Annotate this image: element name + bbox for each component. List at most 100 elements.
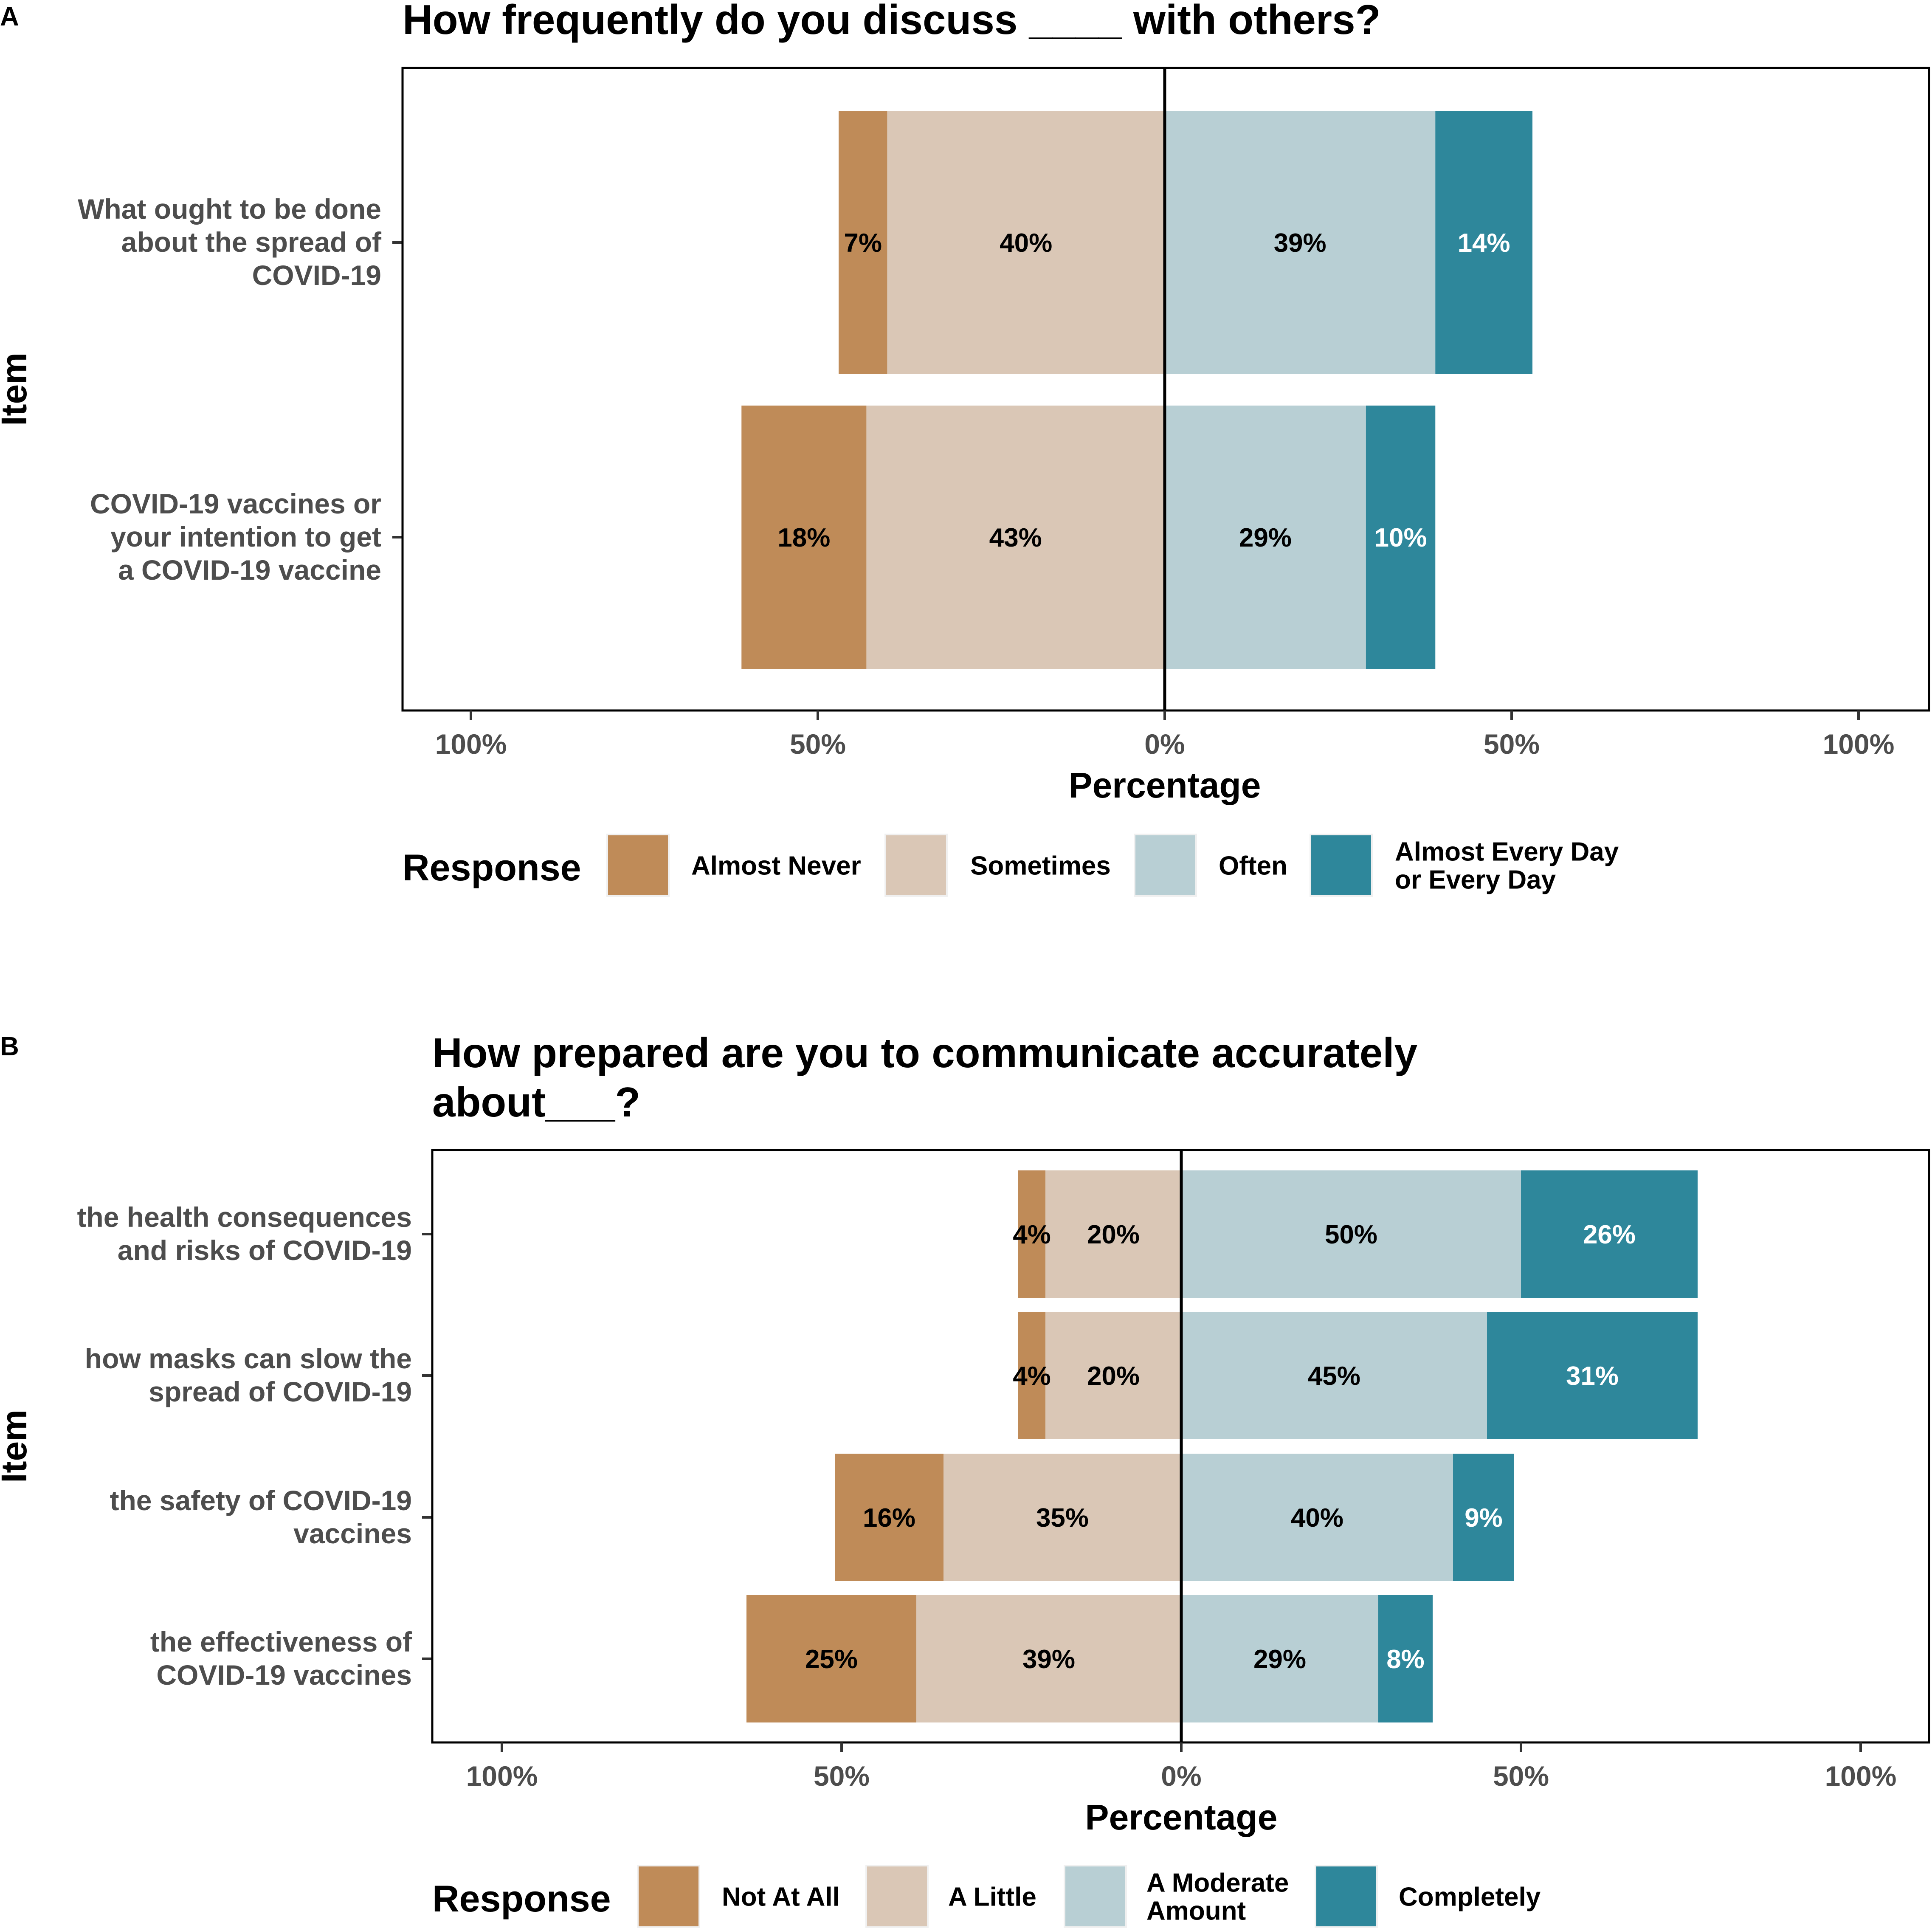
bar-segment bbox=[1181, 1454, 1453, 1581]
legend-swatch bbox=[1134, 834, 1197, 897]
data-label: 25% bbox=[805, 1645, 858, 1674]
data-label: 26% bbox=[1583, 1220, 1636, 1249]
y-axis-title: Item bbox=[0, 1409, 34, 1483]
legend-swatch bbox=[865, 1865, 929, 1928]
bar-segment bbox=[1018, 1170, 1045, 1298]
data-label: 31% bbox=[1566, 1362, 1619, 1391]
bar-segment bbox=[835, 1454, 943, 1581]
data-label: 43% bbox=[989, 523, 1042, 553]
legend-label: Amount bbox=[1146, 1897, 1246, 1926]
bar-row: 35% 16% 40% 9% the safety of COVID-19vaccine… bbox=[110, 1454, 1514, 1581]
legend-label: Sometimes bbox=[970, 851, 1111, 881]
legend-title: Response bbox=[403, 846, 581, 888]
item-label: the health consequences bbox=[77, 1201, 412, 1233]
bar-segment bbox=[943, 1454, 1181, 1581]
bar-segment bbox=[1366, 406, 1436, 669]
data-label: 40% bbox=[1291, 1503, 1343, 1533]
legend-swatch bbox=[1310, 834, 1373, 897]
x-tick-label: 100% bbox=[1825, 1760, 1897, 1792]
bar-row: 39% 25% 29% 8% the effectiveness ofCOVID-19 … bbox=[150, 1595, 1433, 1722]
y-axis-title: Item bbox=[0, 352, 34, 426]
data-label: 20% bbox=[1087, 1362, 1140, 1391]
x-tick-label: 50% bbox=[1484, 728, 1540, 760]
bar-segment bbox=[1181, 1595, 1378, 1722]
data-label: 35% bbox=[1036, 1503, 1089, 1533]
bar-segment bbox=[916, 1595, 1181, 1722]
item-label: COVID-19 bbox=[252, 259, 381, 291]
bar-segment bbox=[887, 111, 1165, 374]
x-tick-label: 50% bbox=[814, 1760, 870, 1792]
chart-title: How frequently do you discuss ____ with … bbox=[403, 0, 1380, 43]
data-label: 10% bbox=[1374, 523, 1427, 553]
legend: Response Almost Never Sometimes Often Almost… bbox=[403, 834, 1619, 897]
data-label: 40% bbox=[1000, 228, 1052, 258]
bar-segment bbox=[1181, 1312, 1487, 1439]
legend-swatch bbox=[1315, 1865, 1378, 1928]
bar-segment bbox=[1453, 1454, 1514, 1581]
x-tick-label: 0% bbox=[1144, 728, 1185, 760]
item-label: vaccines bbox=[293, 1518, 412, 1549]
data-label: 39% bbox=[1274, 228, 1326, 258]
data-label: 18% bbox=[777, 523, 830, 553]
item-label: how masks can slow the bbox=[85, 1343, 412, 1374]
bar-segment bbox=[1018, 1312, 1045, 1439]
legend-label: or Every Day bbox=[1395, 865, 1556, 895]
legend-label: Often bbox=[1219, 851, 1287, 881]
item-label: What ought to be done bbox=[78, 193, 381, 225]
data-label: 4% bbox=[1013, 1362, 1051, 1391]
legend-label: Completely bbox=[1399, 1883, 1541, 1912]
x-tick-label: 100% bbox=[1823, 728, 1895, 760]
item-label: COVID-19 vaccines or bbox=[90, 488, 381, 519]
legend-label: Almost Never bbox=[691, 851, 861, 881]
data-label: 9% bbox=[1464, 1503, 1503, 1533]
data-label: 14% bbox=[1458, 228, 1510, 258]
item-label: COVID-19 vaccines bbox=[156, 1659, 412, 1691]
legend-label: A Moderate bbox=[1146, 1869, 1289, 1898]
chart-panel-b: B How prepared are you to communicate acc… bbox=[0, 1029, 1930, 1928]
bar-segment bbox=[839, 111, 887, 374]
legend: Response Not At All A Little A ModerateAmou… bbox=[432, 1865, 1541, 1928]
data-label: 7% bbox=[844, 228, 882, 258]
data-label: 8% bbox=[1386, 1645, 1425, 1674]
bar-segment bbox=[1435, 111, 1533, 374]
bar-segment bbox=[746, 1595, 916, 1722]
bar-segment bbox=[1165, 111, 1436, 374]
x-axis-title: Percentage bbox=[1069, 765, 1261, 805]
item-label: the safety of COVID-19 bbox=[110, 1485, 412, 1516]
chart-title: How prepared are you to communicate accu… bbox=[432, 1029, 1417, 1076]
legend-swatch bbox=[884, 834, 948, 897]
data-label: 50% bbox=[1325, 1220, 1377, 1249]
chart-title: about___? bbox=[432, 1079, 640, 1125]
data-label: 29% bbox=[1253, 1645, 1306, 1674]
legend-label: Almost Every Day bbox=[1395, 837, 1619, 867]
chart-panel-a: A How frequently do you discuss ____ with… bbox=[0, 0, 1930, 897]
panel-tag: B bbox=[0, 1032, 19, 1061]
bar-segment bbox=[1378, 1595, 1433, 1722]
data-label: 20% bbox=[1087, 1220, 1140, 1249]
x-tick-label: 50% bbox=[790, 728, 846, 760]
item-label: a COVID-19 vaccine bbox=[118, 554, 381, 586]
data-label: 45% bbox=[1308, 1362, 1360, 1391]
bar-row: 20% 4% 45% 31% how masks can slow thespread … bbox=[85, 1312, 1698, 1439]
data-label: 4% bbox=[1013, 1220, 1051, 1249]
item-label: about the spread of bbox=[121, 226, 382, 258]
bar-segment bbox=[1181, 1170, 1521, 1298]
bar-segment bbox=[741, 406, 867, 669]
legend-label: Not At All bbox=[722, 1883, 840, 1912]
x-tick-label: 100% bbox=[466, 1760, 538, 1792]
item-label: your intention to get bbox=[110, 521, 381, 553]
bar-segment bbox=[1045, 1312, 1181, 1439]
bar-segment bbox=[1487, 1312, 1698, 1439]
bar-segment bbox=[1521, 1170, 1698, 1298]
x-axis-title: Percentage bbox=[1085, 1797, 1278, 1837]
legend-swatch bbox=[1064, 1865, 1127, 1928]
bar-segment bbox=[1165, 406, 1366, 669]
legend-title: Response bbox=[432, 1877, 611, 1920]
legend-swatch bbox=[606, 834, 670, 897]
data-label: 16% bbox=[863, 1503, 915, 1533]
bar-segment bbox=[1045, 1170, 1181, 1298]
